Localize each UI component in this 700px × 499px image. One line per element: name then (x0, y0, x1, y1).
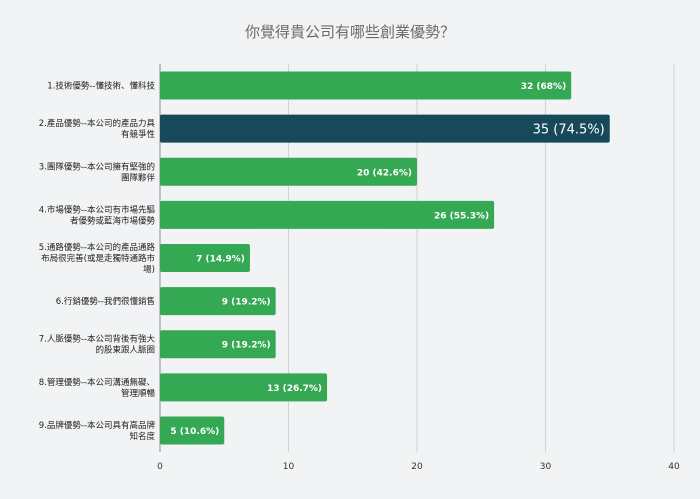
category-label: 3.團隊優勢--本公司擁有堅強的團隊夥伴 (39, 161, 156, 183)
x-tick-label: 10 (283, 462, 295, 472)
data-label: 5 (10.6%) (170, 427, 219, 437)
category-labels: 1.技術優勢--懂技術、懂科技 2.產品優勢--本公司的產品力具有競爭性 3.團隊優… (39, 81, 156, 442)
category-label-line: 3.團隊優勢--本公司擁有堅強的 (39, 161, 155, 172)
category-label-line: 5.通路優勢--本公司的產品通路 (39, 242, 156, 253)
category-label-line: 管理順暢 (121, 388, 156, 399)
category-label-line: 有競爭性 (121, 129, 156, 140)
bar (160, 200, 495, 229)
bar (160, 114, 610, 143)
data-label: 7 (14.9%) (196, 255, 245, 265)
data-label: 20 (42.6%) (357, 168, 412, 178)
category-label-line: 知名度 (129, 431, 155, 442)
category-label-line: 場) (143, 264, 155, 275)
data-label: 32 (68%) (521, 82, 566, 92)
bar (160, 373, 328, 402)
category-label-line: 8.管理優勢--本公司溝通無礙、 (39, 377, 155, 388)
category-label-line: 1.技術優勢--懂技術、懂科技 (47, 81, 155, 92)
category-label: 1.技術優勢--懂技術、懂科技 (47, 81, 155, 92)
x-tick-label: 20 (411, 462, 423, 472)
category-label-line: 6.行銷優勢--我們很懂銷售 (56, 296, 155, 307)
category-label-line: 者優勢或藍海市場優勢 (70, 215, 156, 226)
category-label-line: 9.品牌優勢--本公司具有高品牌 (39, 420, 156, 431)
category-label: 4.市場優勢--本公司有市場先驅者優勢或藍海市場優勢 (39, 204, 156, 226)
category-label: 7.人脈優勢--本公司背後有強大的股東跟人脈圈 (39, 334, 156, 356)
bar (160, 330, 276, 359)
category-label-line: 團隊夥伴 (121, 172, 156, 183)
category-label-line: 7.人脈優勢--本公司背後有強大 (39, 334, 156, 345)
category-label: 8.管理優勢--本公司溝通無礙、管理順暢 (39, 377, 156, 399)
bar (160, 71, 572, 100)
category-label-line: 的股東跟人脈圈 (95, 345, 155, 356)
bar (160, 244, 250, 272)
bar (160, 416, 225, 445)
x-tick-label: 30 (540, 462, 552, 472)
x-tick-label: 0 (157, 462, 163, 472)
category-label: 2.產品優勢--本公司的產品力具有競爭性 (39, 118, 156, 140)
bars: 32 (68%) 35 (74.5%) 20 (42.6%) 26 (55.3%) 7 … (160, 71, 610, 445)
category-label-line: 布局很完善(或是走獨特通路市 (41, 253, 155, 264)
data-label: 9 (19.2%) (222, 341, 271, 351)
bar (160, 287, 276, 316)
category-label: 9.品牌優勢--本公司具有高品牌知名度 (39, 420, 156, 442)
category-label-line: 4.市場優勢--本公司有市場先驅 (39, 204, 156, 215)
x-tick-label: 40 (668, 462, 680, 472)
data-label: 9 (19.2%) (222, 298, 271, 308)
data-label: 35 (74.5%) (533, 123, 605, 138)
data-label: 13 (26.7%) (267, 384, 322, 394)
category-label: 5.通路優勢--本公司的產品通路布局很完善(或是走獨特通路市場) (39, 242, 156, 275)
bar (160, 157, 417, 186)
category-label: 6.行銷優勢--我們很懂銷售 (56, 296, 155, 307)
chart-title: 你覺得貴公司有哪些創業優勢？ (245, 23, 455, 41)
category-label-line: 2.產品優勢--本公司的產品力具 (39, 118, 156, 129)
x-axis-ticks: 0 10 20 30 40 (157, 462, 680, 472)
data-label: 26 (55.3%) (434, 211, 489, 221)
